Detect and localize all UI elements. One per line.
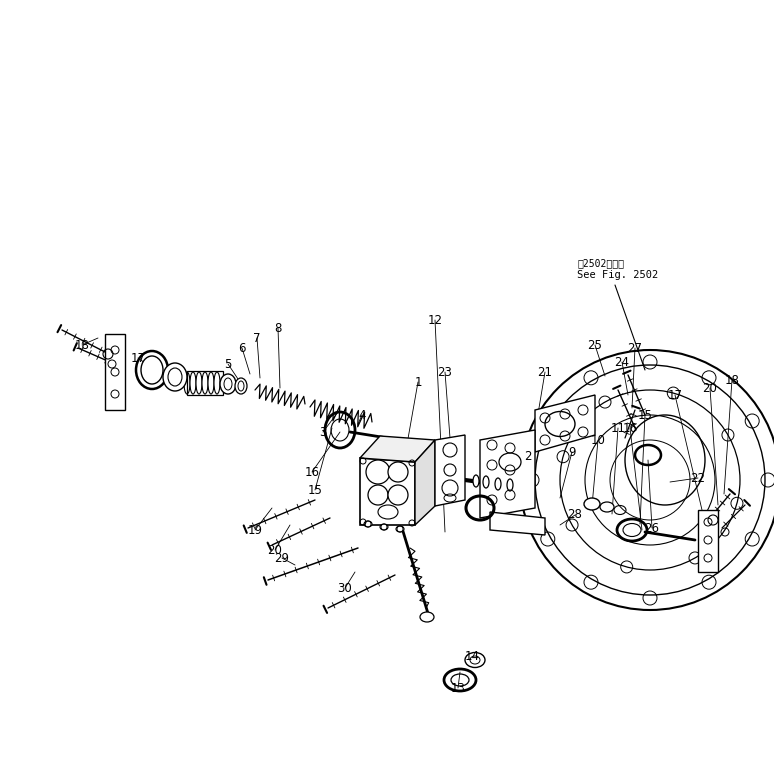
Ellipse shape [483, 476, 489, 488]
Text: 15: 15 [638, 409, 652, 422]
Ellipse shape [214, 372, 220, 394]
Circle shape [520, 350, 774, 610]
Text: 22: 22 [690, 471, 705, 484]
Text: 28: 28 [567, 509, 583, 522]
Ellipse shape [184, 372, 190, 394]
Ellipse shape [396, 526, 404, 532]
Text: 18: 18 [74, 338, 90, 351]
Text: 16: 16 [622, 422, 638, 435]
Text: 26: 26 [645, 522, 659, 535]
Polygon shape [360, 436, 435, 462]
Ellipse shape [495, 478, 501, 490]
Ellipse shape [163, 363, 187, 391]
Polygon shape [535, 395, 595, 452]
Polygon shape [698, 510, 718, 572]
Text: 20: 20 [268, 543, 283, 556]
Text: 12: 12 [427, 313, 443, 326]
Ellipse shape [220, 374, 236, 394]
Bar [187, 371, 223, 395]
Ellipse shape [235, 378, 247, 394]
Text: 4: 4 [358, 409, 366, 422]
Polygon shape [490, 512, 545, 535]
Text: 8: 8 [274, 322, 282, 335]
Circle shape [388, 462, 408, 482]
Text: 20: 20 [703, 381, 717, 394]
Ellipse shape [190, 372, 196, 394]
Text: 27: 27 [628, 342, 642, 354]
Text: 5: 5 [224, 358, 231, 371]
Text: 21: 21 [537, 365, 553, 378]
Text: 30: 30 [337, 581, 352, 594]
Text: 7: 7 [253, 332, 261, 345]
Text: 24: 24 [615, 355, 629, 368]
Ellipse shape [364, 521, 372, 527]
Ellipse shape [473, 475, 479, 487]
Text: 11: 11 [611, 422, 625, 435]
Text: 16: 16 [304, 465, 320, 478]
Text: 6: 6 [238, 342, 246, 354]
Ellipse shape [465, 652, 485, 668]
Circle shape [388, 485, 408, 505]
Text: 10: 10 [591, 433, 605, 446]
Circle shape [368, 485, 388, 505]
Text: 13: 13 [450, 681, 465, 694]
Text: 19: 19 [248, 523, 262, 536]
Polygon shape [360, 458, 415, 525]
Ellipse shape [600, 502, 614, 512]
Text: 18: 18 [724, 374, 739, 387]
Text: 第2502图参照: 第2502图参照 [577, 258, 624, 268]
Text: 9: 9 [568, 445, 576, 458]
Text: 15: 15 [307, 484, 323, 497]
Ellipse shape [202, 372, 208, 394]
Ellipse shape [208, 372, 214, 394]
Text: 1: 1 [414, 375, 422, 389]
Text: See Fig. 2502: See Fig. 2502 [577, 270, 658, 280]
Ellipse shape [380, 524, 388, 530]
Text: 25: 25 [587, 338, 602, 351]
Ellipse shape [141, 356, 163, 384]
Polygon shape [435, 435, 465, 506]
Ellipse shape [507, 479, 513, 491]
Text: 2: 2 [524, 449, 532, 462]
Text: 17: 17 [131, 351, 146, 364]
Text: 23: 23 [437, 365, 453, 378]
Text: 29: 29 [275, 552, 289, 565]
Text: 14: 14 [464, 649, 480, 662]
Text: 17: 17 [667, 389, 683, 402]
Ellipse shape [420, 612, 434, 622]
Polygon shape [415, 440, 435, 525]
Text: 3: 3 [320, 426, 327, 439]
Circle shape [366, 460, 390, 484]
Polygon shape [105, 334, 125, 410]
Polygon shape [480, 430, 535, 518]
Ellipse shape [196, 372, 202, 394]
Ellipse shape [584, 498, 600, 510]
